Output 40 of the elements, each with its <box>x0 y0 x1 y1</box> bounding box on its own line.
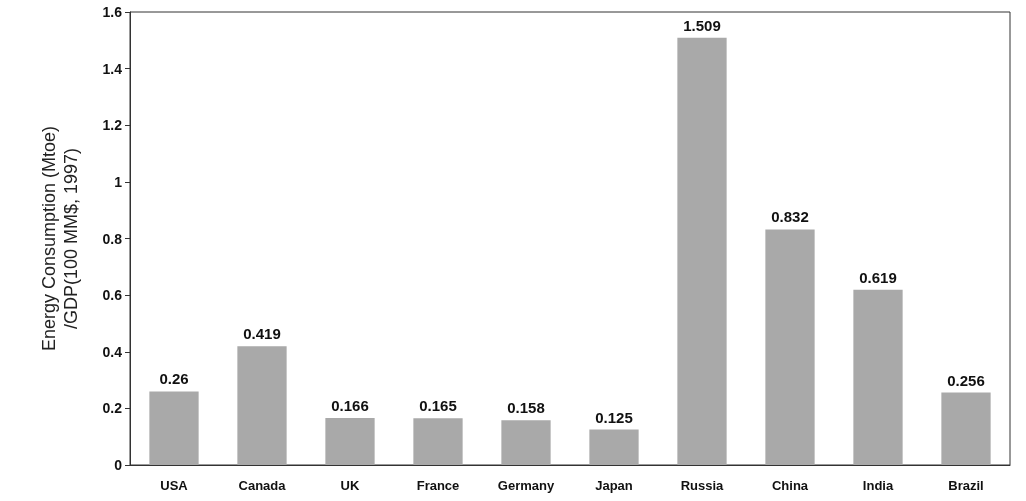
data-label: 0.619 <box>859 268 897 286</box>
bar <box>941 392 991 465</box>
y-tick-label: 0.2 <box>102 400 123 417</box>
y-axis-title: Energy Consumption (Mtoe) /GDP(100 MM$, 1997) <box>39 125 81 352</box>
x-tick-label: UK <box>340 478 360 493</box>
bar <box>413 418 463 465</box>
data-label: 0.158 <box>507 399 545 417</box>
y-tick-label: 1.2 <box>102 117 123 134</box>
y-tick-label: 1.4 <box>102 60 123 77</box>
data-label: 0.166 <box>331 397 369 414</box>
data-label: 0.26 <box>159 370 189 388</box>
x-tick-label: Canada <box>238 478 287 493</box>
x-tick-label: Japan <box>595 478 633 493</box>
bar <box>589 429 639 465</box>
y-tick-label: 0 <box>114 457 123 473</box>
data-label: 0.419 <box>243 325 281 343</box>
data-label: 0.125 <box>595 408 633 426</box>
y-tick-label: 1.6 <box>102 4 123 20</box>
x-tick-label: USA <box>160 478 189 493</box>
x-tick-label: France <box>416 478 460 493</box>
data-label: 0.165 <box>419 397 457 415</box>
x-tick-label: China <box>771 478 809 493</box>
y-tick-label: 1 <box>114 173 123 190</box>
bar <box>853 289 903 465</box>
bar <box>765 229 815 465</box>
bar <box>149 391 199 465</box>
x-tick-label: India <box>862 478 894 493</box>
data-label: 1.509 <box>683 16 721 34</box>
y-tick-label: 0.4 <box>102 343 123 360</box>
y-tick-label: 0.8 <box>102 230 123 247</box>
bar <box>501 420 551 465</box>
bar <box>677 37 727 465</box>
data-label: 0.832 <box>771 208 809 226</box>
x-tick-label: Brazil <box>948 478 984 493</box>
y-tick-label: 0.6 <box>102 287 123 304</box>
bar <box>237 346 287 465</box>
x-tick-label: Russia <box>680 478 725 493</box>
bar <box>325 418 375 465</box>
x-tick-label: Germany <box>497 478 555 493</box>
data-label: 0.256 <box>947 371 985 389</box>
